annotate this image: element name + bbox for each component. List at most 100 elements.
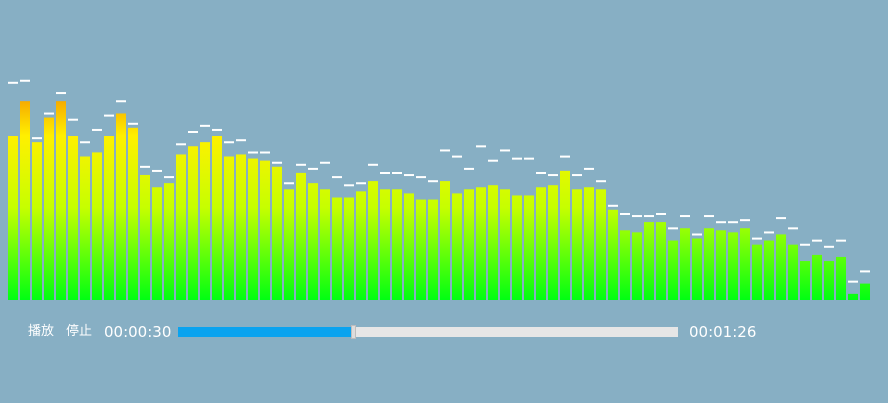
spectrum-bar: [92, 152, 102, 300]
spectrum-bar: [632, 232, 642, 300]
peak-cap: [236, 139, 246, 142]
spectrum-bar: [464, 189, 474, 300]
peak-cap: [344, 184, 354, 187]
spectrum-bar: [104, 136, 114, 300]
peak-cap: [464, 167, 474, 170]
peak-cap: [116, 100, 126, 103]
spectrum-bar: [404, 193, 414, 300]
spectrum-bar: [740, 228, 750, 300]
spectrum-bar: [848, 293, 858, 300]
peak-cap: [296, 163, 306, 166]
peak-cap: [572, 174, 582, 177]
peak-cap: [548, 174, 558, 177]
peak-cap: [80, 141, 90, 144]
peak-cap: [140, 165, 150, 168]
peak-cap: [860, 270, 870, 273]
spectrum-bar: [80, 156, 90, 300]
peak-cap: [308, 167, 318, 170]
spectrum-bar: [776, 234, 786, 300]
spectrum-bar: [272, 166, 282, 300]
peak-cap: [824, 245, 834, 248]
peak-cap: [68, 118, 78, 121]
spectrum-bar: [188, 146, 198, 300]
peak-cap: [704, 215, 714, 218]
peak-cap: [776, 217, 786, 220]
spectrum-bar: [728, 232, 738, 300]
peak-cap: [284, 182, 294, 185]
spectrum-bar: [248, 158, 258, 300]
spectrum-bar: [620, 230, 630, 300]
spectrum-bar: [428, 199, 438, 300]
progress-fill: [178, 327, 353, 337]
spectrum-bar: [644, 222, 654, 300]
spectrum-bar: [212, 136, 222, 300]
peak-cap: [800, 243, 810, 246]
peak-cap: [272, 161, 282, 164]
peak-cap: [152, 169, 162, 172]
peak-cap: [656, 213, 666, 215]
peak-cap: [524, 157, 534, 160]
spectrum-bar: [800, 261, 810, 300]
peak-cap: [752, 237, 762, 240]
peak-cap: [728, 221, 738, 224]
peak-cap: [8, 81, 18, 84]
peak-cap: [680, 215, 690, 218]
peak-cap: [452, 155, 462, 158]
peak-cap: [488, 159, 498, 162]
spectrum-bar: [824, 261, 834, 300]
spectrum-bar: [56, 101, 66, 301]
peak-cap: [404, 174, 414, 177]
peak-cap: [848, 280, 858, 283]
spectrum-bar: [524, 195, 534, 300]
spectrum-bars: [8, 101, 870, 301]
spectrum-bar: [32, 142, 42, 300]
total-time: 00:01:26: [689, 323, 757, 341]
peak-cap: [536, 172, 546, 174]
spectrum-bar: [296, 172, 306, 300]
spectrum-bar: [200, 142, 210, 300]
spectrum-bar: [704, 228, 714, 300]
peak-cap: [440, 149, 450, 152]
peak-cap: [164, 176, 174, 179]
peak-cap: [176, 143, 186, 146]
spectrum-bar: [152, 187, 162, 300]
spectrum-bar: [68, 136, 78, 300]
spectrum-bar: [368, 181, 378, 300]
peak-cap: [56, 92, 66, 95]
peak-cap: [740, 219, 750, 222]
spectrum-bar: [812, 254, 822, 300]
play-button[interactable]: 播放: [28, 324, 55, 339]
spectrum-bar: [488, 185, 498, 300]
spectrum-bar: [8, 136, 18, 300]
spectrum-bar: [692, 238, 702, 300]
peak-cap: [32, 137, 42, 140]
progress-bar[interactable]: [178, 325, 678, 339]
spectrum-bar: [380, 189, 390, 300]
spectrum-bar: [356, 191, 366, 300]
peak-cap: [224, 141, 234, 144]
peak-cap: [500, 149, 510, 152]
peak-cap: [584, 167, 594, 170]
spectrum-bar: [656, 222, 666, 300]
peak-cap: [188, 131, 198, 133]
stop-button[interactable]: 停止: [66, 324, 93, 339]
peak-cap: [692, 233, 702, 236]
spectrum-bar: [308, 183, 318, 300]
spectrum-bar: [668, 240, 678, 300]
spectrum-bar: [452, 193, 462, 300]
peak-cap: [764, 231, 774, 234]
peak-cap: [392, 172, 402, 174]
peak-cap: [20, 79, 30, 82]
spectrum-bar: [284, 189, 294, 300]
spectrum-bar: [116, 113, 126, 300]
progress-handle[interactable]: [351, 325, 356, 339]
spectrum-bar: [20, 101, 30, 301]
peak-cap: [788, 227, 798, 230]
spectrum-bar: [260, 160, 270, 300]
spectrum-bar: [224, 156, 234, 300]
peak-cap: [248, 151, 258, 154]
peak-cap: [608, 204, 618, 207]
peak-cap: [260, 151, 270, 154]
spectrum-bar: [392, 189, 402, 300]
spectrum-bar: [140, 174, 150, 300]
